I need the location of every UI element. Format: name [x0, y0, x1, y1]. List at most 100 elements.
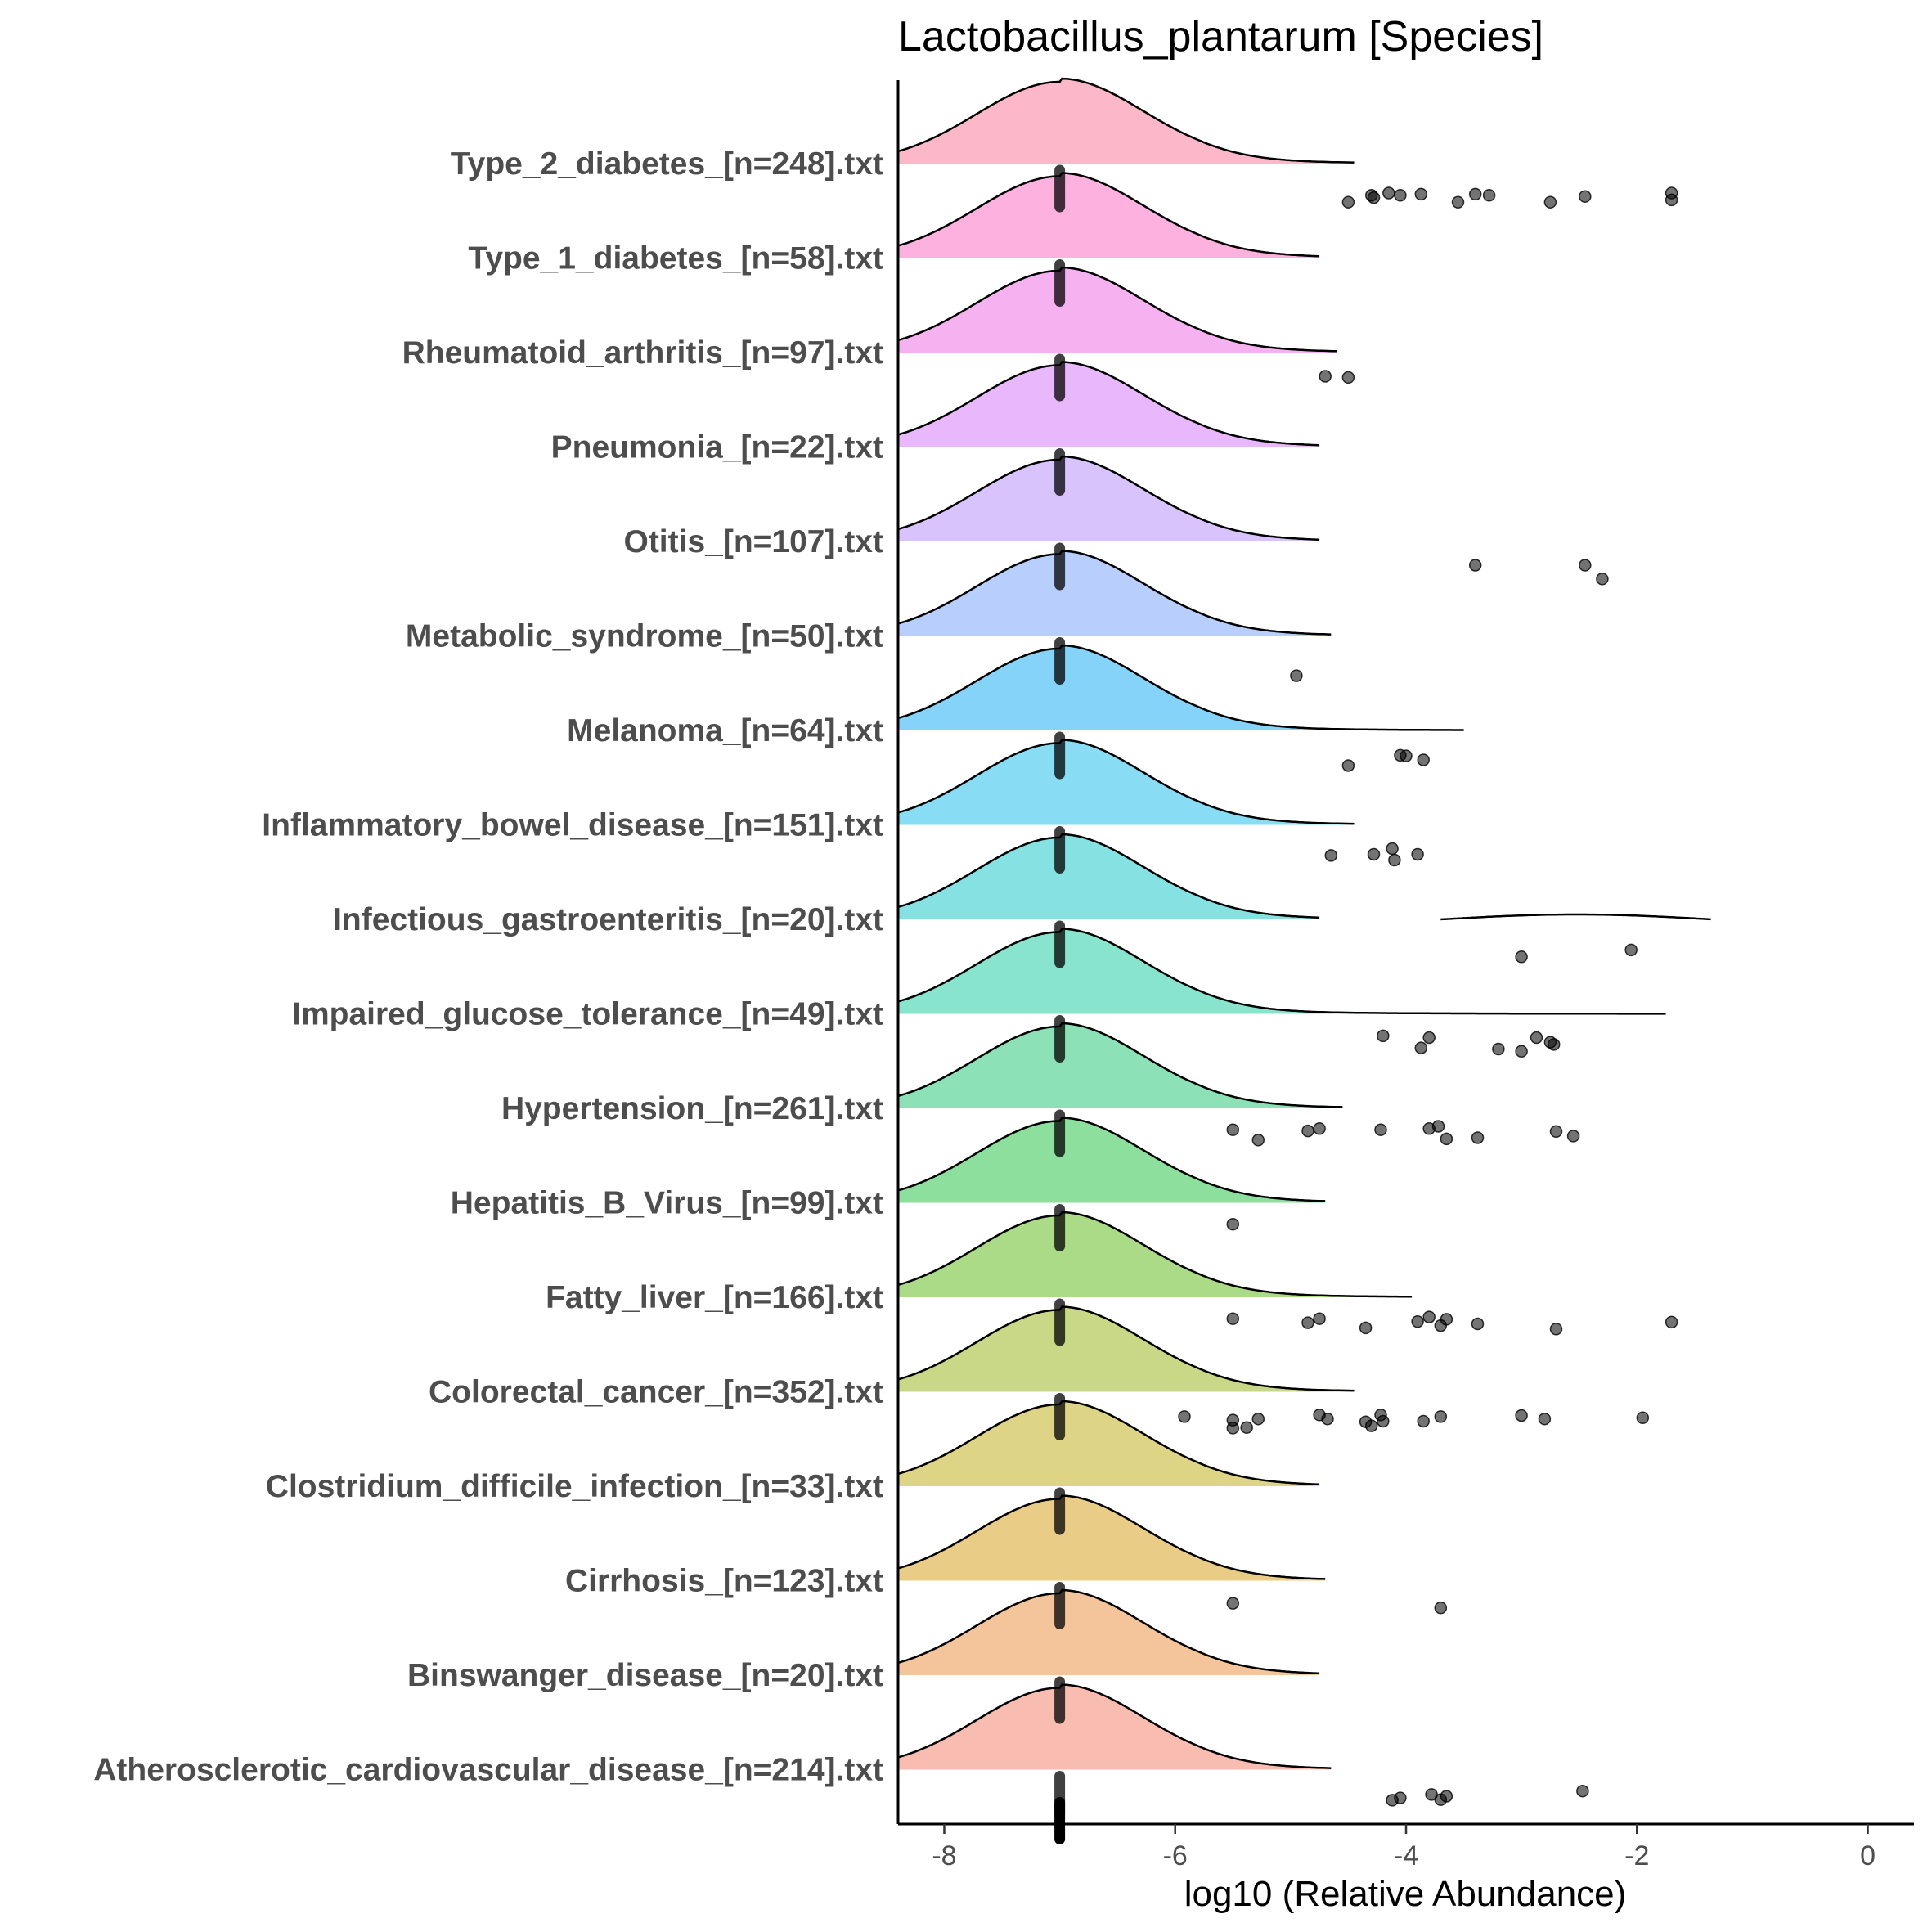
- data-point: [1576, 1784, 1589, 1798]
- ridges-layer: [897, 77, 1711, 1770]
- ridge-outline: [897, 928, 1666, 1015]
- x-axis-title: log10 (Relative Abundance): [1184, 1874, 1627, 1914]
- ridge-fill: [898, 645, 1464, 730]
- ridge-fill: [898, 1684, 1332, 1770]
- category-label: Clostridium_difficile_infection_[n=33].t…: [266, 1469, 883, 1504]
- data-point: [1226, 1312, 1240, 1325]
- data-point: [1319, 370, 1332, 383]
- ridge-fill: [898, 1212, 1413, 1297]
- category-label: Infectious_gastroenteritis_[n=20].txt: [333, 902, 883, 937]
- category-label: Type_2_diabetes_[n=248].txt: [451, 146, 883, 182]
- data-point: [1377, 1029, 1390, 1043]
- data-point: [1440, 1313, 1453, 1326]
- ridge-outline: [897, 833, 1320, 919]
- ridge-fill: [898, 267, 1337, 353]
- category-label: Impaired_glucose_tolerance_[n=49].txt: [292, 997, 883, 1032]
- ridge-outline: [897, 1683, 1332, 1769]
- ridge-outline: [897, 361, 1320, 447]
- ridge-fill: [898, 1401, 1320, 1486]
- data-point: [1434, 1410, 1448, 1423]
- category-label: Otitis_[n=107].txt: [623, 524, 883, 559]
- ridge-fill: [898, 456, 1320, 541]
- ridge-outline: [897, 1022, 1343, 1108]
- data-point: [1538, 1412, 1552, 1426]
- data-point: [1178, 1410, 1191, 1423]
- data-point: [1624, 943, 1638, 957]
- data-point: [1434, 1601, 1448, 1615]
- data-point: [1579, 190, 1592, 203]
- data-point: [1313, 1122, 1326, 1135]
- data-point: [1417, 1414, 1430, 1428]
- ridge-fill: [898, 1117, 1326, 1203]
- data-point: [1422, 1031, 1436, 1045]
- data-point: [1547, 1038, 1561, 1051]
- data-point: [1414, 1041, 1428, 1054]
- ridge-fill: [898, 550, 1332, 636]
- ridge-outline: [897, 1400, 1320, 1485]
- data-point: [1388, 853, 1401, 867]
- data-point: [1251, 1134, 1265, 1147]
- ridge-outline: [897, 455, 1320, 541]
- data-point: [1515, 950, 1528, 964]
- ridge-outline: [897, 739, 1355, 825]
- data-point: [1468, 187, 1482, 201]
- data-point: [1411, 1314, 1424, 1328]
- data-point: [1549, 1125, 1563, 1139]
- data-point: [1374, 1123, 1387, 1136]
- data-point: [1417, 753, 1430, 766]
- data-point: [1636, 1411, 1650, 1425]
- ridge-fill: [898, 928, 1666, 1014]
- x-ticks: -8 -6 -4 -2 0: [932, 1824, 1876, 1871]
- data-point: [1515, 1409, 1528, 1422]
- category-label: Pneumonia_[n=22].txt: [551, 430, 883, 465]
- data-point: [1301, 1316, 1314, 1329]
- data-point: [1440, 1132, 1453, 1146]
- data-point: [1414, 187, 1428, 201]
- category-labels: Type_2_diabetes_[n=248].txt Type_1_diabet…: [93, 146, 883, 1788]
- data-point: [1251, 1412, 1265, 1426]
- data-point: [1377, 1414, 1390, 1428]
- data-point: [1226, 1597, 1240, 1610]
- category-label: Metabolic_syndrome_[n=50].txt: [406, 619, 883, 654]
- data-point: [1226, 1123, 1240, 1136]
- data-point: [1386, 842, 1399, 856]
- data-point: [1341, 759, 1355, 772]
- category-label: Fatty_liver_[n=166].txt: [546, 1280, 883, 1315]
- data-point: [1549, 1323, 1563, 1336]
- category-label: Atherosclerotic_cardiovascular_disease_[…: [93, 1753, 883, 1788]
- category-label: Binswanger_disease_[n=20].txt: [407, 1658, 883, 1693]
- data-point: [1313, 1312, 1326, 1325]
- x-tick-label: -2: [1624, 1840, 1649, 1871]
- ridge-fill: [898, 1023, 1343, 1108]
- ridge-outline: [897, 1588, 1320, 1674]
- ridge-fill: [898, 739, 1355, 825]
- data-point: [1471, 1131, 1485, 1144]
- data-point: [1471, 1317, 1485, 1331]
- category-label: Colorectal_cancer_[n=352].txt: [429, 1375, 883, 1410]
- ridge-outline: [897, 644, 1464, 731]
- data-point: [1431, 1120, 1445, 1133]
- data-point: [1515, 1045, 1528, 1058]
- data-point: [1543, 195, 1557, 209]
- ridge-fill: [898, 79, 1355, 164]
- category-label: Type_1_diabetes_[n=58].txt: [468, 241, 883, 276]
- data-point: [1240, 1421, 1253, 1434]
- data-point: [1290, 669, 1303, 682]
- data-point: [1321, 1412, 1334, 1426]
- data-point: [1468, 559, 1482, 572]
- ridge-fill: [898, 1306, 1355, 1392]
- data-point: [1482, 189, 1496, 202]
- data-point: [1367, 191, 1381, 204]
- data-point: [1382, 186, 1395, 200]
- x-tick-label: -8: [932, 1840, 956, 1871]
- ridge-outline: [897, 1494, 1326, 1580]
- category-label: Hepatitis_B_Virus_[n=99].txt: [451, 1186, 883, 1221]
- x-tick-label: -6: [1163, 1840, 1188, 1871]
- data-point: [1364, 1419, 1378, 1432]
- ridge-outline: [897, 172, 1320, 258]
- ridge-outline: [897, 1211, 1413, 1298]
- data-point: [1341, 371, 1355, 384]
- category-label: Cirrhosis_[n=123].txt: [565, 1564, 883, 1599]
- points-layer: [1054, 164, 1678, 1844]
